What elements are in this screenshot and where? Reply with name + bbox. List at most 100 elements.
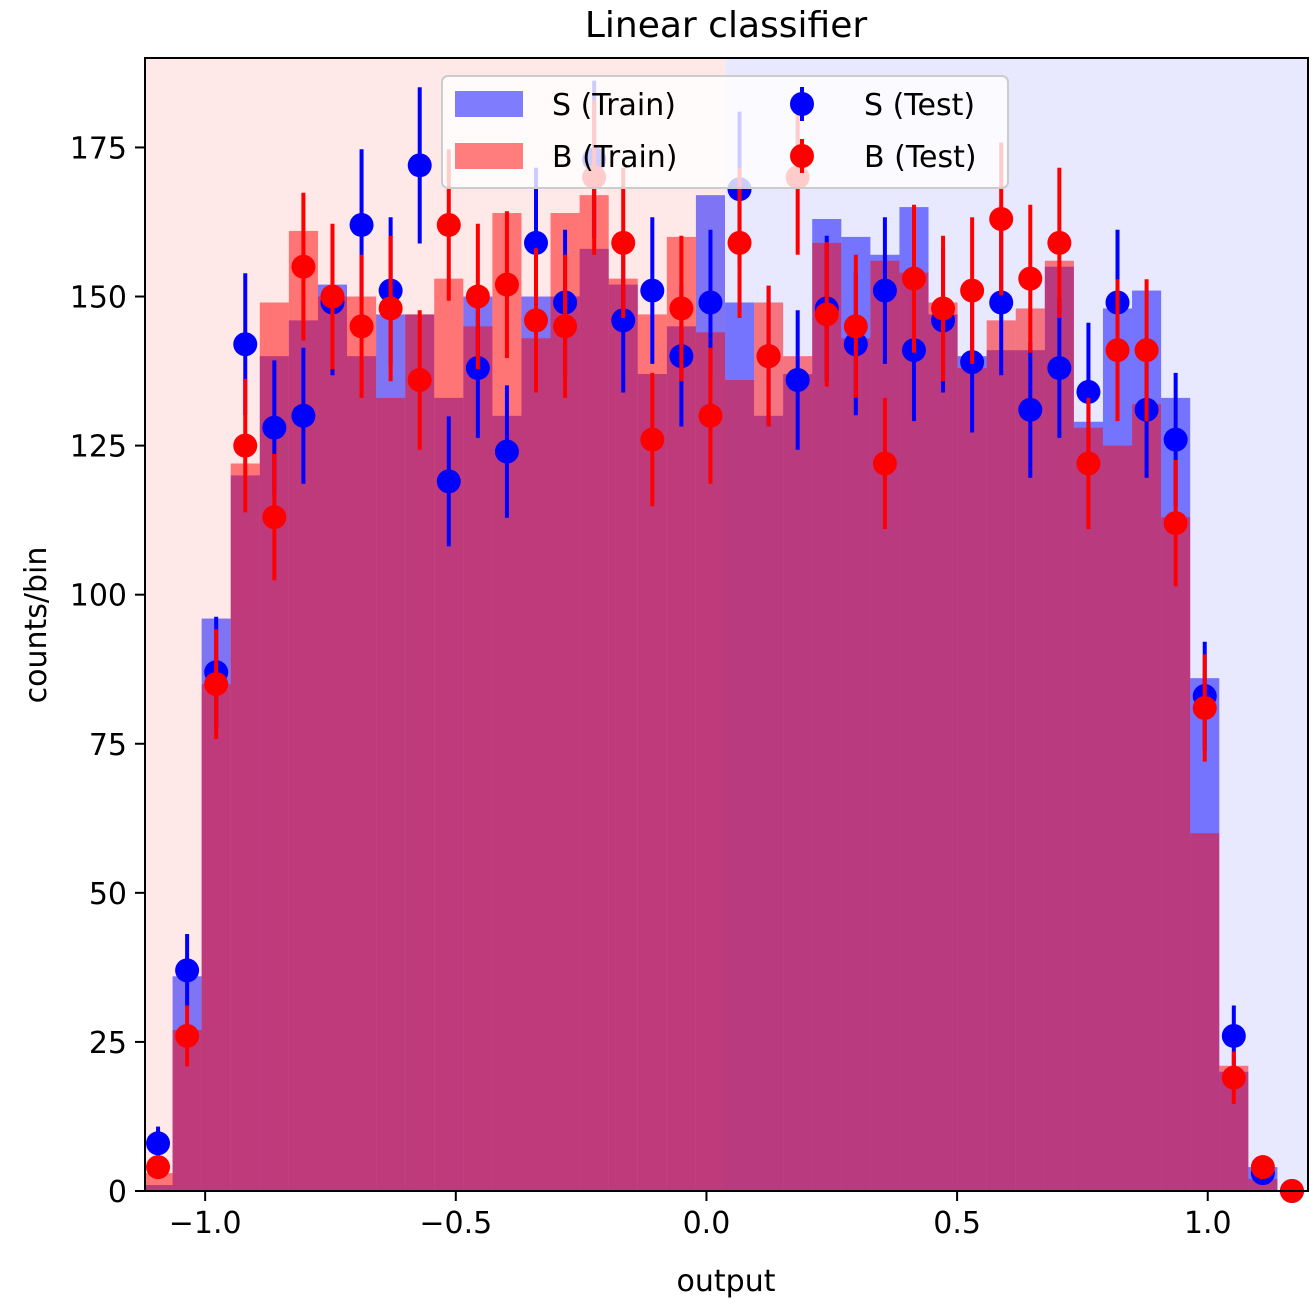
chart-title: Linear classifier — [585, 5, 868, 46]
point-s-test — [436, 469, 461, 494]
y-tick-label: 75 — [89, 728, 127, 763]
legend-marker — [790, 144, 814, 168]
y-tick-label: 150 — [70, 281, 127, 316]
hist-bar-b-train — [1190, 833, 1220, 1191]
y-tick-label: 50 — [89, 877, 127, 912]
hist-bar-b-train — [724, 380, 755, 1192]
point-b-test — [349, 314, 374, 339]
point-s-test — [175, 958, 200, 983]
point-b-test — [407, 368, 432, 393]
point-b-test — [611, 230, 636, 255]
point-s-test — [989, 290, 1014, 315]
point-b-test — [872, 451, 897, 476]
histogram-layer — [145, 195, 1278, 1192]
point-b-test — [1221, 1065, 1246, 1090]
point-b-test — [524, 308, 549, 333]
point-b-test — [1018, 266, 1043, 291]
hist-bar-b-train — [841, 338, 871, 1191]
hist-bar-b-train — [783, 356, 813, 1191]
hist-bar-b-train — [317, 296, 348, 1191]
hist-bar-b-train — [492, 213, 522, 1191]
point-b-test — [1250, 1155, 1275, 1180]
hist-bar-b-train — [812, 242, 842, 1191]
point-b-test — [669, 296, 694, 321]
point-b-test — [436, 212, 461, 237]
legend-swatch — [455, 143, 523, 169]
point-b-test — [1134, 338, 1159, 363]
point-s-test — [1047, 356, 1072, 381]
hist-bar-b-train — [463, 326, 493, 1191]
point-s-test — [698, 290, 723, 315]
hist-bar-b-train — [521, 338, 551, 1191]
point-s-test — [262, 415, 287, 440]
axes: −1.0 −0.5 0.0 0.5 1.0 0 25 50 75 100 125 150 175 — [70, 131, 1232, 1241]
point-b-test — [1076, 451, 1101, 476]
point-b-test — [756, 344, 781, 369]
point-b-test — [553, 314, 578, 339]
point-s-test — [291, 403, 316, 428]
hist-bar-b-train — [1073, 427, 1103, 1191]
point-b-test — [1163, 511, 1188, 536]
x-tick-label: 0.5 — [933, 1206, 981, 1241]
legend-label: B (Train) — [552, 140, 678, 175]
hist-bar-b-train — [376, 397, 406, 1191]
x-tick-label: 1.0 — [1184, 1206, 1232, 1241]
point-b-test — [1105, 338, 1130, 363]
legend-box — [441, 75, 1009, 189]
point-s-test — [640, 278, 665, 303]
hist-bar-b-train — [230, 463, 260, 1191]
point-s-test — [872, 278, 897, 303]
point-s-test — [1018, 397, 1043, 422]
point-b-test — [727, 230, 752, 255]
hist-bar-b-train — [957, 368, 987, 1191]
legend-swatch — [455, 91, 523, 117]
hist-bar-b-train — [899, 272, 929, 1191]
point-s-test — [233, 332, 258, 357]
point-b-test — [291, 254, 316, 279]
point-s-test — [1076, 379, 1101, 404]
point-s-test — [494, 439, 519, 464]
point-b-test — [320, 284, 345, 309]
hist-bar-b-train — [201, 684, 231, 1191]
y-tick-label: 0 — [108, 1175, 127, 1210]
point-s-test — [349, 212, 374, 237]
point-s-test — [785, 368, 810, 393]
y-tick-label: 175 — [70, 131, 127, 166]
hist-bar-b-train — [579, 195, 609, 1191]
hist-bar-b-train — [1161, 517, 1191, 1191]
point-s-test — [524, 230, 549, 255]
point-b-test — [960, 278, 985, 303]
hist-bar-b-train — [928, 302, 958, 1191]
hist-bar-b-train — [608, 278, 638, 1191]
y-tick-label: 25 — [89, 1026, 127, 1061]
point-b-test — [494, 272, 519, 297]
hist-bar-b-train — [754, 302, 784, 1191]
point-s-test — [1221, 1023, 1246, 1048]
x-tick-label: −1.0 — [169, 1206, 242, 1241]
hist-bar-b-train — [145, 1173, 173, 1191]
point-s-test — [1163, 427, 1188, 452]
hist-bar-b-train — [434, 278, 464, 1191]
point-b-test — [814, 302, 839, 327]
point-s-test — [407, 153, 432, 178]
point-b-test — [931, 296, 956, 321]
plot-frame — [144, 57, 1309, 1192]
point-b-test — [146, 1155, 171, 1180]
point-b-test — [843, 314, 868, 339]
point-b-test — [204, 672, 229, 697]
hist-bar-b-train — [986, 320, 1016, 1192]
point-b-test — [1047, 230, 1072, 255]
legend-label: S (Train) — [552, 88, 676, 123]
hist-bar-b-train — [347, 296, 377, 1191]
point-b-test — [1192, 695, 1217, 720]
point-b-test — [378, 296, 403, 321]
point-s-test — [611, 308, 636, 333]
legend-marker — [790, 92, 814, 116]
legend-label: B (Test) — [864, 140, 977, 175]
point-b-test — [233, 433, 258, 458]
x-axis-label: output — [677, 1264, 776, 1299]
x-tick-label: −0.5 — [419, 1206, 492, 1241]
hist-bar-b-train — [1132, 403, 1162, 1191]
